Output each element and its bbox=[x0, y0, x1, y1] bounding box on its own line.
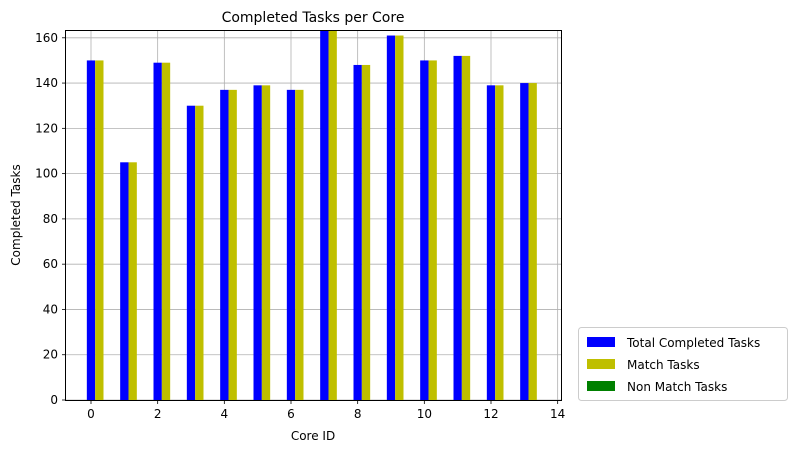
legend-swatch bbox=[587, 337, 615, 347]
legend-swatch bbox=[587, 359, 615, 369]
bar-series-0-core-1 bbox=[120, 162, 129, 400]
bar-series-1-core-3 bbox=[195, 105, 204, 401]
bar-series-1-core-13 bbox=[528, 83, 537, 401]
bar-series-0-core-4 bbox=[220, 89, 229, 401]
bar-series-1-core-4 bbox=[228, 89, 237, 401]
bar-series-1-core-10 bbox=[428, 60, 437, 401]
bar-series-0-core-10 bbox=[420, 60, 429, 401]
bar-series-0-core-7 bbox=[320, 31, 329, 400]
y-tick-label: 40 bbox=[43, 302, 58, 316]
legend-frame bbox=[578, 327, 788, 401]
y-tick-label: 120 bbox=[35, 121, 58, 135]
y-tick-label: 60 bbox=[43, 257, 58, 271]
y-tick-label: 0 bbox=[50, 393, 58, 407]
bar-series-0-core-13 bbox=[520, 83, 529, 401]
bar-series-1-core-7 bbox=[328, 31, 337, 400]
legend: Total Completed Tasks Match Tasks Non Matc… bbox=[578, 327, 788, 401]
bar-series-1-core-12 bbox=[495, 85, 504, 400]
x-tick-label: 12 bbox=[483, 407, 498, 421]
x-axis-label: Core ID bbox=[291, 429, 335, 443]
x-tick-label: 2 bbox=[154, 407, 162, 421]
x-tick-label: 10 bbox=[417, 407, 432, 421]
bar-series-0-core-9 bbox=[386, 35, 396, 400]
y-axis-label: Completed Tasks bbox=[9, 164, 23, 265]
y-tick-label: 100 bbox=[35, 167, 58, 181]
bars bbox=[86, 31, 537, 401]
x-tick-label: 0 bbox=[87, 407, 95, 421]
bar-series-1-core-9 bbox=[395, 35, 404, 400]
x-tick-label: 4 bbox=[221, 407, 229, 421]
bar-series-1-core-11 bbox=[461, 55, 471, 400]
bar-series-0-core-12 bbox=[486, 85, 496, 400]
bar-series-0-core-6 bbox=[286, 89, 296, 401]
legend-swatch bbox=[587, 381, 615, 391]
x-axis-ticks: 0 2 4 6 8 10 12 14 bbox=[87, 400, 565, 421]
legend-label: Total Completed Tasks bbox=[626, 336, 760, 350]
legend-label: Non Match Tasks bbox=[627, 380, 727, 394]
grid-lines bbox=[66, 31, 561, 401]
chart-title: Completed Tasks per Core bbox=[222, 10, 405, 26]
bar-series-1-core-6 bbox=[295, 89, 304, 401]
bar-series-1-core-2 bbox=[161, 62, 171, 401]
y-tick-label: 140 bbox=[35, 76, 58, 90]
bar-series-0-core-8 bbox=[353, 64, 362, 400]
bar-series-1-core-1 bbox=[128, 162, 137, 400]
x-tick-label: 6 bbox=[287, 407, 295, 421]
y-tick-label: 80 bbox=[43, 212, 58, 226]
bar-series-0-core-0 bbox=[86, 60, 96, 401]
bar-series-1-core-0 bbox=[95, 60, 104, 401]
bar-series-1-core-5 bbox=[261, 85, 271, 400]
y-tick-label: 160 bbox=[35, 31, 58, 45]
legend-label: Match Tasks bbox=[627, 358, 700, 372]
x-tick-label: 8 bbox=[354, 407, 362, 421]
y-axis-ticks: 0 20 40 60 80 100 120 140 160 bbox=[35, 31, 66, 407]
bar-series-0-core-2 bbox=[153, 62, 162, 401]
y-tick-label: 20 bbox=[43, 348, 58, 362]
plot-area-frame bbox=[65, 30, 562, 401]
bar-series-0-core-3 bbox=[186, 105, 196, 401]
x-tick-label: 14 bbox=[550, 407, 565, 421]
bar-series-1-core-8 bbox=[361, 64, 371, 400]
bar-series-0-core-5 bbox=[253, 85, 262, 400]
bar-series-0-core-11 bbox=[453, 55, 462, 400]
